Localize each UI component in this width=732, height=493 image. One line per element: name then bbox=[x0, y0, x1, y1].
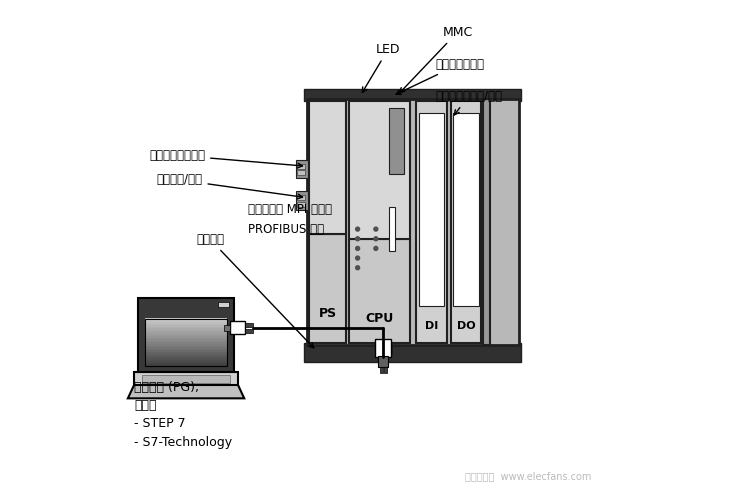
Bar bbox=[145, 340, 227, 342]
Bar bbox=[389, 208, 395, 251]
Bar bbox=[348, 101, 411, 239]
Bar bbox=[145, 323, 227, 325]
Bar bbox=[145, 331, 227, 333]
Bar bbox=[145, 354, 227, 356]
Bar bbox=[348, 239, 411, 343]
Text: CPU: CPU bbox=[365, 312, 394, 325]
Bar bbox=[307, 99, 519, 345]
Bar bbox=[145, 356, 227, 358]
Bar bbox=[145, 359, 227, 361]
Bar bbox=[310, 101, 346, 234]
Bar bbox=[297, 202, 305, 207]
Text: 用于连接到 MPI 接口的: 用于连接到 MPI 接口的 bbox=[247, 203, 332, 216]
Circle shape bbox=[374, 227, 378, 231]
Bar bbox=[145, 353, 227, 355]
Bar bbox=[145, 344, 227, 346]
Circle shape bbox=[356, 256, 359, 260]
Bar bbox=[245, 323, 253, 327]
Bar bbox=[145, 320, 227, 322]
Bar bbox=[145, 342, 227, 344]
Text: 模式选择器开关: 模式选择器开关 bbox=[396, 58, 484, 94]
Bar bbox=[145, 350, 227, 352]
Bar bbox=[305, 89, 521, 101]
Bar bbox=[375, 344, 392, 354]
Text: 安装有: 安装有 bbox=[134, 399, 157, 412]
Circle shape bbox=[374, 237, 378, 241]
Bar bbox=[145, 318, 227, 320]
Bar bbox=[145, 325, 227, 327]
Text: 装配导轨: 装配导轨 bbox=[196, 233, 314, 348]
Bar bbox=[378, 356, 388, 367]
Bar bbox=[310, 234, 346, 343]
Text: 电子发烧友  www.elecfans.com: 电子发烧友 www.elecfans.com bbox=[465, 471, 591, 481]
Polygon shape bbox=[128, 385, 244, 398]
Bar bbox=[145, 357, 227, 359]
Bar bbox=[375, 339, 391, 357]
Bar bbox=[245, 329, 253, 333]
Text: DO: DO bbox=[457, 321, 475, 331]
Bar bbox=[134, 372, 238, 385]
Bar bbox=[305, 343, 521, 362]
Circle shape bbox=[374, 246, 378, 250]
Bar bbox=[145, 364, 227, 366]
Text: - S7-Technology: - S7-Technology bbox=[134, 436, 233, 449]
Bar bbox=[231, 321, 245, 334]
Bar bbox=[453, 113, 479, 306]
Text: PROFIBUS 电缆: PROFIBUS 电缆 bbox=[247, 223, 324, 236]
Bar bbox=[389, 108, 404, 174]
Bar bbox=[419, 113, 444, 306]
Bar bbox=[145, 361, 227, 363]
Bar bbox=[145, 326, 227, 328]
Text: 编程设备 (PG),: 编程设备 (PG), bbox=[134, 381, 199, 393]
Bar bbox=[145, 348, 227, 350]
Circle shape bbox=[356, 266, 359, 270]
Bar bbox=[145, 339, 227, 341]
Bar bbox=[145, 328, 227, 330]
Text: 用于设置线路电压: 用于设置线路电压 bbox=[149, 149, 302, 168]
Bar bbox=[297, 164, 305, 169]
Circle shape bbox=[356, 237, 359, 241]
Bar bbox=[145, 336, 227, 338]
Bar bbox=[483, 99, 490, 345]
Bar bbox=[145, 351, 227, 353]
Text: MMC: MMC bbox=[400, 26, 473, 93]
Bar bbox=[297, 195, 305, 200]
Circle shape bbox=[356, 246, 359, 250]
Bar bbox=[145, 337, 227, 339]
Bar bbox=[296, 160, 308, 178]
Text: 电源接通/断开: 电源接通/断开 bbox=[157, 174, 302, 199]
Bar bbox=[145, 362, 227, 364]
Bar bbox=[138, 298, 234, 372]
Text: PS: PS bbox=[318, 307, 337, 320]
Bar bbox=[384, 367, 387, 373]
Bar bbox=[296, 191, 308, 210]
Bar bbox=[145, 333, 227, 335]
Polygon shape bbox=[223, 325, 231, 331]
Bar bbox=[145, 334, 227, 336]
Bar bbox=[145, 319, 227, 366]
Text: 技术的集成输入/输出: 技术的集成输入/输出 bbox=[435, 90, 502, 115]
Text: - STEP 7: - STEP 7 bbox=[134, 418, 186, 430]
Text: DI: DI bbox=[425, 321, 438, 331]
Bar bbox=[145, 347, 227, 349]
Bar bbox=[451, 101, 482, 343]
Text: LED: LED bbox=[362, 43, 400, 92]
Bar bbox=[417, 101, 447, 343]
Circle shape bbox=[356, 227, 359, 231]
Bar bbox=[380, 367, 383, 373]
Bar bbox=[145, 345, 227, 347]
Bar bbox=[142, 375, 231, 383]
Bar bbox=[297, 171, 305, 176]
Bar bbox=[218, 302, 229, 307]
Bar bbox=[145, 329, 227, 331]
Bar bbox=[145, 321, 227, 323]
